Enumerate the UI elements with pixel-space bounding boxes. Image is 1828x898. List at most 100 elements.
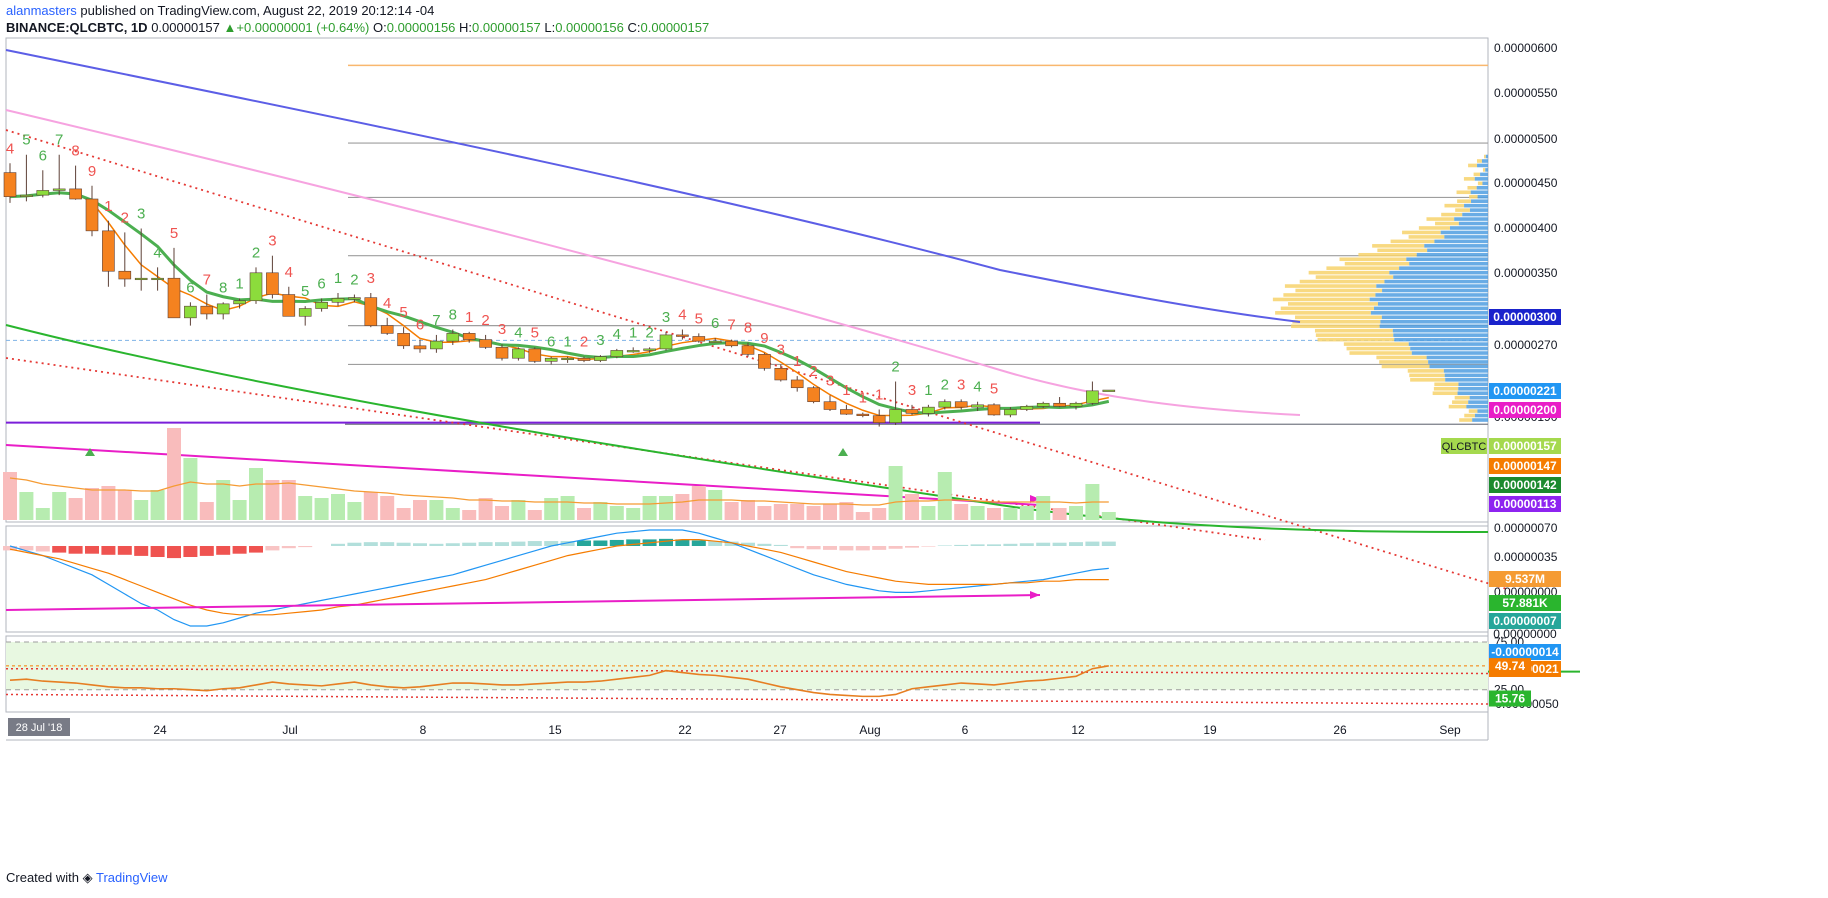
candle-up	[971, 404, 984, 408]
close-value: 0.00000157	[640, 20, 710, 35]
volume-profile-bar	[1339, 257, 1407, 262]
volume-profile-bar	[1469, 208, 1488, 212]
tradingview-logo-icon: ◈	[82, 870, 93, 885]
volume-profile-bar	[1408, 342, 1488, 346]
candle-up	[184, 305, 197, 319]
td-count-label: 6	[317, 275, 325, 292]
volume-bars	[3, 428, 1116, 520]
volume-profile-bar	[1482, 168, 1486, 172]
volume-profile-bar	[1369, 297, 1488, 302]
td-count-label: 1	[875, 386, 883, 403]
volume-profile-bar	[1299, 279, 1385, 284]
candle-down	[725, 340, 738, 347]
volume-profile-bar	[1477, 409, 1488, 413]
author-link[interactable]: alanmasters	[6, 3, 77, 18]
td-count-label: 1	[465, 309, 473, 326]
volume-bar	[773, 504, 788, 520]
volume-bar	[642, 496, 657, 520]
volume-bar	[134, 500, 149, 520]
macd-histogram-bar	[1101, 541, 1116, 546]
volume-bar	[1036, 496, 1051, 520]
volume-profile-bar	[1467, 185, 1477, 190]
td-count-label: 5	[170, 225, 178, 242]
volume-bar	[1069, 506, 1083, 520]
macd-histogram-bar	[101, 546, 116, 555]
macd-histogram-bar	[839, 546, 854, 551]
price-label-text: 9.537M	[1505, 572, 1545, 586]
volume-profile-bar	[1464, 203, 1488, 208]
candle-down	[282, 294, 296, 317]
symbol-label[interactable]: BINANCE:QLCBTC, 1D	[6, 20, 148, 35]
macd-histogram-bar	[1069, 542, 1083, 546]
macd-histogram-bar	[380, 542, 395, 546]
volume-bar	[806, 506, 821, 520]
td-count-label: 1	[334, 270, 342, 287]
td-count-label: 6	[547, 334, 555, 351]
macd-histogram-bar	[1085, 541, 1100, 546]
magenta-arrow-icon	[1030, 495, 1040, 503]
symbol-label-text: QLCBTC	[1442, 441, 1487, 453]
volume-bar	[347, 502, 362, 520]
volume-profile-bar	[1434, 239, 1488, 244]
volume-profile-bar	[1283, 293, 1376, 297]
chart-header: alanmasters published on TradingView.com…	[6, 2, 709, 36]
volume-profile-bar	[1474, 177, 1488, 181]
volume-bar	[954, 504, 969, 520]
td-count-label: 5	[990, 380, 998, 397]
td-count-label: 1	[235, 275, 243, 292]
candle-down	[3, 172, 17, 197]
candle-up	[1086, 390, 1099, 404]
volume-bar	[888, 466, 903, 520]
volume-profile-bar	[1394, 337, 1488, 342]
price-label-text: 0.00000221	[1493, 384, 1557, 398]
volume-bar	[544, 498, 559, 520]
candle-up	[643, 348, 656, 351]
volume-ma-line	[9, 477, 1109, 506]
macd-label-text: -0.00000014	[1491, 645, 1559, 659]
volume-profile-bar	[1275, 311, 1371, 315]
macd-histogram-bar	[68, 546, 83, 554]
price-tick-label: 0.00000550	[1494, 86, 1558, 100]
candle-up	[216, 303, 230, 315]
volume-profile-bar	[1464, 413, 1475, 418]
volume-profile-bar	[1456, 190, 1471, 195]
time-tick-label: 26	[1333, 723, 1347, 737]
macd-histogram-bar	[117, 546, 132, 555]
candle-down	[380, 325, 394, 334]
macd-histogram-bar	[708, 541, 723, 546]
td-count-label: 5	[301, 283, 309, 300]
td-count-label: 3	[137, 206, 145, 223]
volume-profile-bar	[1459, 418, 1473, 422]
volume-profile-bar	[1272, 297, 1370, 302]
td-count-label: 2	[121, 209, 129, 226]
volume-profile-bar	[1376, 284, 1488, 288]
candle-down	[840, 409, 853, 415]
tradingview-link[interactable]: TradingView	[96, 870, 168, 885]
time-tick-label: 19	[1203, 723, 1217, 737]
td-count-label: 4	[678, 306, 686, 323]
volume-profile-bar	[1317, 337, 1395, 342]
volume-profile-bar	[1468, 400, 1488, 404]
candle-up	[430, 340, 443, 350]
low-label: L:	[544, 20, 556, 35]
volume-bar	[150, 490, 165, 520]
volume-bar	[970, 506, 985, 520]
volume-profile-bar	[1432, 391, 1458, 396]
macd-histogram-bar	[544, 541, 559, 546]
volume-profile-bar	[1358, 252, 1417, 257]
change-arrow-icon: ▲	[223, 20, 237, 35]
td-count-label: 4	[153, 244, 161, 261]
td-count-label: 2	[350, 272, 358, 289]
volume-profile-bar	[1457, 391, 1488, 396]
td-count-label: 3	[268, 233, 276, 250]
candle-up	[1102, 389, 1116, 392]
price-label-box	[1489, 477, 1561, 493]
volume-profile-bar	[1377, 248, 1428, 253]
volume-profile-bar	[1393, 275, 1488, 279]
volume-profile-bar	[1466, 404, 1488, 409]
candle-up	[922, 406, 935, 414]
macd-histogram-bar	[19, 546, 34, 551]
td-count-label: 2	[941, 376, 949, 393]
magenta-arrow-icon	[1030, 591, 1040, 599]
date-badge-label: 28 Jul '18	[16, 722, 63, 734]
